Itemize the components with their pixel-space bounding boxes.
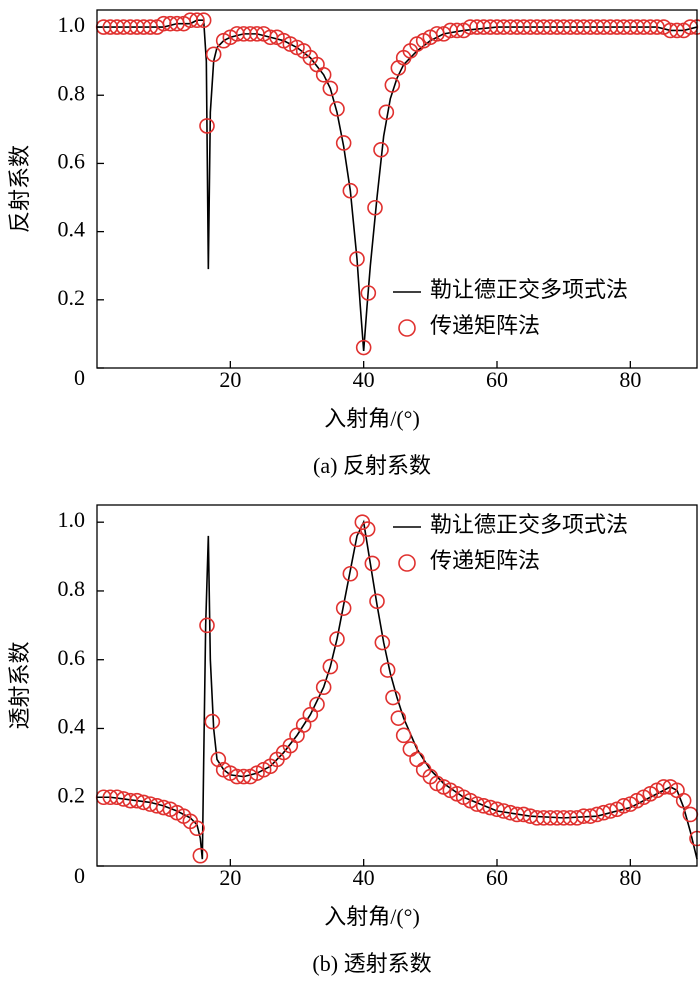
data-marker — [373, 141, 389, 158]
y-tick-label: 0 — [74, 863, 85, 888]
data-marker — [384, 77, 401, 93]
data-marker — [199, 617, 215, 634]
legend-marker — [398, 319, 416, 337]
data-marker — [379, 662, 396, 678]
data-marker — [369, 593, 385, 610]
data-marker — [329, 631, 345, 647]
data-marker — [359, 521, 376, 537]
data-marker — [335, 135, 352, 151]
subplot-title: (a) 反射系数 — [313, 453, 431, 478]
y-tick-label: 1.0 — [58, 507, 86, 532]
data-line — [97, 19, 698, 352]
legend-label: 传递矩阵法 — [430, 313, 540, 338]
data-marker — [402, 741, 419, 757]
y-axis-label: 透射系数 — [7, 641, 32, 729]
data-marker — [329, 101, 345, 117]
data-marker — [322, 658, 339, 675]
data-marker — [602, 803, 619, 819]
y-tick-label: 0 — [74, 365, 85, 390]
y-tick-label: 0.4 — [58, 217, 86, 242]
data-marker — [309, 696, 325, 713]
data-marker — [349, 531, 365, 548]
data-marker — [367, 199, 383, 216]
y-axis-label: 反射系数 — [7, 145, 32, 233]
data-marker — [322, 80, 339, 97]
data-marker — [342, 565, 359, 582]
plot-frame — [96, 504, 698, 867]
data-marker — [335, 600, 352, 616]
data-marker — [374, 634, 391, 651]
y-tick-label: 0.8 — [58, 80, 86, 105]
data-marker — [342, 182, 359, 199]
data-marker — [189, 820, 205, 836]
legend-label: 勒让德正交多项式法 — [430, 277, 628, 302]
y-tick-label: 0.4 — [58, 714, 86, 739]
x-axis-label: 入射角/(°) — [324, 904, 420, 929]
data-marker — [205, 46, 222, 63]
y-tick-label: 0.2 — [58, 285, 86, 310]
data-marker — [615, 798, 632, 814]
legend-label: 勒让德正交多项式法 — [430, 512, 628, 537]
data-marker — [409, 751, 425, 768]
x-tick-label: 20 — [219, 865, 241, 890]
data-marker — [199, 118, 215, 134]
x-tick-label: 60 — [486, 367, 508, 392]
data-marker — [390, 710, 407, 726]
legend-marker — [398, 554, 416, 572]
data-marker — [315, 679, 332, 696]
data-marker — [675, 792, 692, 809]
data-marker — [204, 713, 221, 730]
data-marker — [195, 12, 212, 29]
data-marker — [360, 285, 377, 301]
legend-label: 传递矩阵法 — [430, 548, 540, 573]
y-tick-label: 0.8 — [58, 576, 86, 601]
y-tick-label: 0.6 — [58, 148, 86, 173]
y-tick-label: 1.0 — [58, 12, 86, 37]
data-marker — [355, 339, 372, 356]
x-tick-label: 80 — [619, 367, 641, 392]
y-tick-label: 0.6 — [58, 645, 86, 670]
x-tick-label: 60 — [486, 865, 508, 890]
y-tick-label: 0.2 — [58, 782, 86, 807]
x-tick-label: 20 — [219, 367, 241, 392]
data-marker — [395, 727, 412, 744]
x-axis-label: 入射角/(°) — [324, 406, 420, 431]
data-marker — [189, 12, 205, 29]
data-marker — [192, 847, 209, 864]
data-marker — [378, 104, 395, 121]
plot-frame — [96, 9, 698, 369]
data-marker — [155, 799, 172, 816]
data-marker — [385, 689, 401, 706]
x-tick-label: 80 — [619, 865, 641, 890]
x-tick-label: 40 — [353, 865, 375, 890]
data-line — [97, 519, 698, 860]
data-marker — [315, 66, 332, 83]
x-tick-label: 40 — [353, 367, 375, 392]
subplot-title: (b) 透射系数 — [312, 951, 431, 976]
data-marker — [364, 555, 381, 572]
data-marker — [349, 251, 365, 267]
